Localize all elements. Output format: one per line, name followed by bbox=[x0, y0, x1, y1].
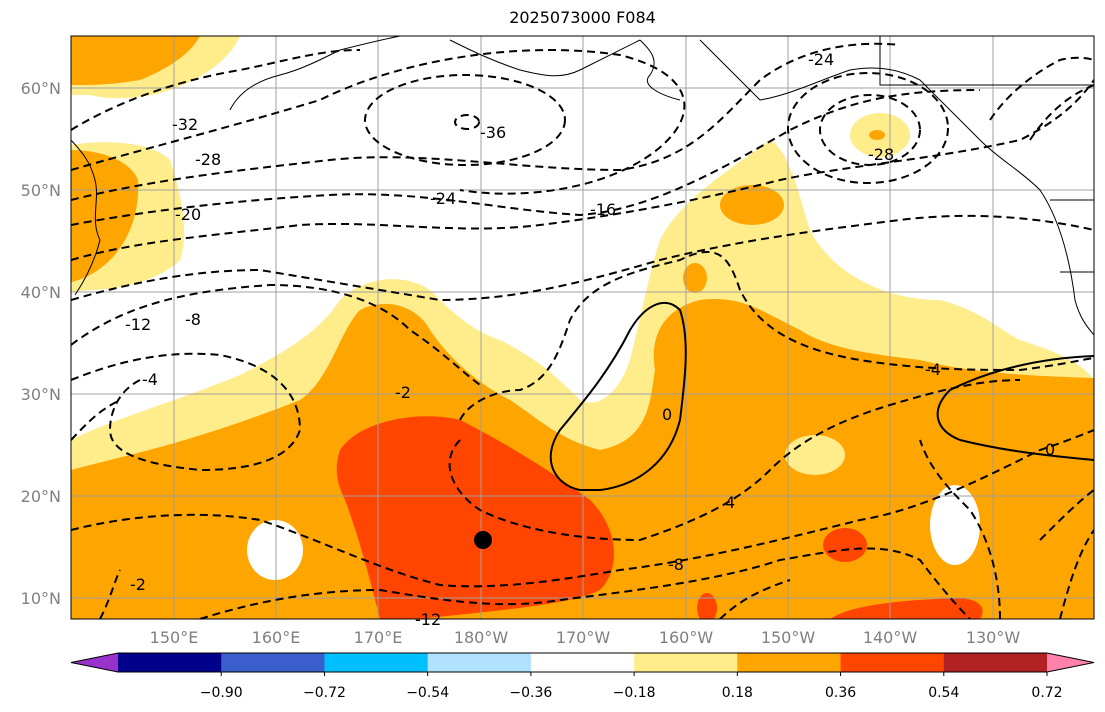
longitude-labels: 150°E 160°E 170°E 180°W 170°W 160°W 150°… bbox=[150, 628, 1021, 647]
zero-contours bbox=[549, 301, 1094, 491]
contour-label: -24 bbox=[808, 50, 834, 69]
fill-orange-northwest bbox=[71, 36, 200, 85]
fill-orange-north-pacific bbox=[720, 185, 784, 225]
colorbar-tick-label: 0.36 bbox=[825, 685, 856, 701]
colorbar-tick-label: −0.36 bbox=[509, 685, 552, 701]
fill-red-southeast bbox=[830, 598, 983, 619]
contour-label: 4 bbox=[725, 493, 735, 512]
colorbar-segment bbox=[737, 653, 842, 672]
lon-label: 170°E bbox=[354, 628, 403, 647]
lon-label: 170°W bbox=[556, 628, 611, 647]
contour-label: -28 bbox=[868, 145, 894, 164]
lon-label: 140°W bbox=[863, 628, 918, 647]
colorbar-tick-label: −0.90 bbox=[200, 685, 243, 701]
map-title: 2025073000 F084 bbox=[509, 8, 656, 27]
contour-lines bbox=[71, 42, 1094, 619]
fill-red-southmid bbox=[697, 593, 717, 619]
lat-label: 50°N bbox=[21, 181, 61, 200]
colorbar-tick-label: −0.54 bbox=[406, 685, 449, 701]
contour-label: -16 bbox=[590, 200, 616, 219]
map-frame bbox=[70, 35, 1095, 620]
fill-light-hole-east bbox=[785, 435, 845, 475]
fill-white-hole-east bbox=[930, 485, 980, 565]
colorbar-segment bbox=[943, 653, 1048, 672]
contour-label: -2 bbox=[395, 383, 411, 402]
contour-label: -8 bbox=[185, 310, 201, 329]
contour-label: 0 bbox=[662, 405, 672, 424]
colorbar-segment bbox=[427, 653, 532, 672]
colorbar-segment bbox=[530, 653, 635, 672]
lon-label: 160°E bbox=[252, 628, 301, 647]
contour-label: -20 bbox=[175, 205, 201, 224]
contour-label: 0 bbox=[1045, 440, 1055, 459]
contour-label: -32 bbox=[172, 115, 198, 134]
colorbar-extend-low bbox=[71, 653, 118, 672]
colorbar-tick-label: 0.54 bbox=[928, 685, 959, 701]
colorbar-tick-label: 0.18 bbox=[722, 685, 753, 701]
colorbar: −0.90 −0.72 −0.54 −0.36 −0.18 0.18 0.36 0.54 0.7… bbox=[70, 652, 1095, 701]
lat-label: 10°N bbox=[21, 589, 61, 608]
fill-orange-mid bbox=[683, 263, 707, 293]
contour-label: -36 bbox=[480, 123, 506, 142]
fill-red-east bbox=[823, 528, 867, 562]
contour-label: -4 bbox=[142, 370, 158, 389]
colorbar-segment bbox=[118, 653, 222, 672]
latitude-labels: 60°N 50°N 40°N 30°N 20°N 10°N bbox=[21, 79, 61, 608]
lon-label: 180°W bbox=[454, 628, 509, 647]
fill-white-hole-west bbox=[247, 520, 303, 580]
lon-label: 150°W bbox=[761, 628, 816, 647]
colorbar-tick-label: −0.72 bbox=[303, 685, 346, 701]
storm-center-marker bbox=[474, 531, 492, 549]
colorbar-segment bbox=[221, 653, 325, 672]
colorbar-tick-label: 0.72 bbox=[1031, 685, 1062, 701]
colorbar-extend-high bbox=[1047, 653, 1094, 672]
lat-label: 60°N bbox=[21, 79, 61, 98]
colorbar-outline bbox=[70, 652, 1095, 673]
lon-label: 130°W bbox=[966, 628, 1021, 647]
fill-orange-alaska bbox=[869, 130, 885, 140]
contour-label: -12 bbox=[125, 315, 151, 334]
contour-label-group: -32 -36 -28 -24 -20 -16 -24 -28 -12 -8 -… bbox=[125, 50, 1055, 629]
colorbar-segment bbox=[840, 653, 945, 672]
lon-label: 150°E bbox=[150, 628, 199, 647]
contour-label: -4 bbox=[925, 360, 941, 379]
lat-label: 40°N bbox=[21, 283, 61, 302]
lon-label: 160°W bbox=[659, 628, 714, 647]
graticule bbox=[71, 36, 1094, 619]
contour-label: -28 bbox=[195, 150, 221, 169]
fill-red-core bbox=[336, 416, 614, 619]
lat-label: 30°N bbox=[21, 385, 61, 404]
coastlines bbox=[71, 36, 1094, 336]
colorbar-segment bbox=[324, 653, 429, 672]
contour-label: -24 bbox=[430, 189, 456, 208]
lat-label: 20°N bbox=[21, 487, 61, 506]
colorbar-tick-label: −0.18 bbox=[613, 685, 656, 701]
contour-label: -8 bbox=[668, 555, 684, 574]
colorbar-segment bbox=[634, 653, 738, 672]
fill-orange-west bbox=[71, 150, 139, 282]
contour-label: -2 bbox=[130, 575, 146, 594]
map-content bbox=[71, 36, 1094, 619]
